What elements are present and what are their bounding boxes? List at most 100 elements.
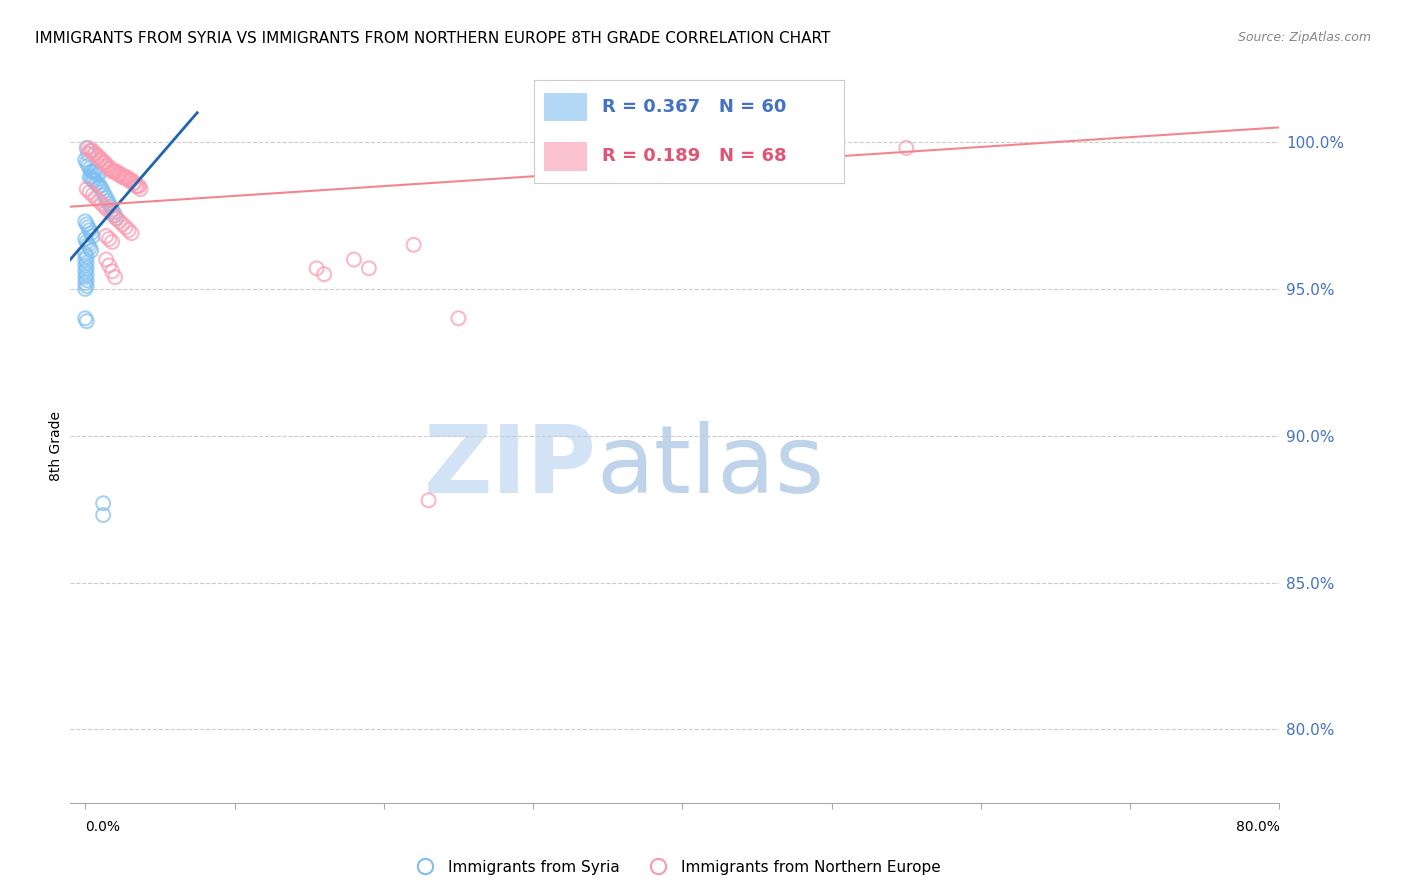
Point	[100, 205, 122, 219]
Point	[84, 164, 107, 178]
Point	[83, 164, 105, 178]
Point	[98, 259, 121, 273]
Text: R = 0.189   N = 68: R = 0.189 N = 68	[602, 146, 787, 165]
Point	[312, 267, 335, 281]
Point	[76, 273, 98, 287]
Point	[111, 217, 134, 231]
Point	[76, 314, 98, 328]
Point	[83, 173, 105, 187]
Point	[76, 155, 98, 169]
Point	[75, 270, 97, 285]
Point	[79, 161, 101, 176]
Point	[91, 185, 114, 199]
Point	[105, 211, 128, 226]
Point	[80, 170, 103, 185]
Text: IMMIGRANTS FROM SYRIA VS IMMIGRANTS FROM NORTHERN EUROPE 8TH GRADE CORRELATION C: IMMIGRANTS FROM SYRIA VS IMMIGRANTS FROM…	[35, 31, 831, 46]
Point	[93, 155, 115, 169]
Point	[94, 159, 117, 173]
Point	[110, 167, 132, 181]
Point	[86, 176, 108, 190]
Point	[114, 220, 136, 235]
Y-axis label: 8th Grade: 8th Grade	[49, 411, 63, 481]
Legend: Immigrants from Syria, Immigrants from Northern Europe: Immigrants from Syria, Immigrants from N…	[404, 854, 946, 880]
Point	[75, 259, 97, 273]
Point	[114, 170, 136, 185]
Point	[75, 246, 97, 260]
Point	[115, 170, 138, 185]
Point	[82, 173, 104, 187]
Point	[128, 179, 150, 194]
Point	[79, 170, 101, 185]
Point	[100, 200, 122, 214]
Point	[76, 182, 98, 196]
Point	[76, 235, 98, 249]
Point	[97, 202, 120, 217]
Point	[103, 205, 125, 219]
Point	[79, 185, 101, 199]
Point	[121, 173, 143, 187]
Point	[91, 496, 114, 510]
Point	[402, 237, 425, 252]
Point	[101, 202, 124, 217]
Point	[357, 261, 380, 276]
Point	[75, 264, 97, 278]
Point	[93, 188, 115, 202]
Point	[77, 237, 100, 252]
Point	[82, 164, 104, 178]
Point	[75, 276, 97, 290]
Point	[76, 267, 98, 281]
Point	[108, 167, 131, 181]
Point	[101, 164, 124, 178]
Point	[84, 191, 107, 205]
Point	[86, 150, 108, 164]
Text: Source: ZipAtlas.com: Source: ZipAtlas.com	[1237, 31, 1371, 45]
Point	[122, 176, 145, 190]
Point	[76, 261, 98, 276]
Point	[76, 141, 98, 155]
Point	[121, 226, 143, 240]
Point	[80, 164, 103, 178]
Point	[80, 244, 103, 258]
Point	[127, 179, 149, 194]
Point	[80, 144, 103, 158]
Point	[89, 153, 111, 167]
Point	[91, 155, 114, 169]
Point	[98, 161, 121, 176]
Point	[75, 311, 97, 326]
Point	[79, 241, 101, 255]
Point	[125, 179, 148, 194]
Point	[75, 252, 97, 267]
Point	[108, 214, 131, 228]
Point	[418, 493, 440, 508]
Point	[87, 194, 110, 208]
Point	[87, 167, 110, 181]
Point	[101, 264, 124, 278]
Point	[76, 250, 98, 264]
Point	[75, 282, 97, 296]
Point	[76, 217, 98, 231]
Point	[75, 153, 97, 167]
Point	[82, 144, 104, 158]
Point	[305, 261, 328, 276]
Point	[77, 159, 100, 173]
Point	[112, 170, 135, 185]
Point	[89, 179, 111, 194]
Point	[117, 223, 139, 237]
Point	[82, 188, 104, 202]
Point	[87, 179, 110, 194]
Point	[82, 229, 104, 244]
Point	[104, 209, 127, 223]
Point	[90, 182, 112, 196]
Point	[107, 167, 129, 181]
Point	[129, 182, 152, 196]
Point	[117, 173, 139, 187]
Point	[84, 176, 107, 190]
Point	[97, 194, 120, 208]
Point	[118, 173, 141, 187]
Point	[77, 220, 100, 235]
Point	[83, 146, 105, 161]
Point	[90, 153, 112, 167]
Text: 80.0%: 80.0%	[1236, 821, 1279, 834]
Point	[343, 252, 366, 267]
Text: ZIP: ZIP	[423, 421, 596, 514]
